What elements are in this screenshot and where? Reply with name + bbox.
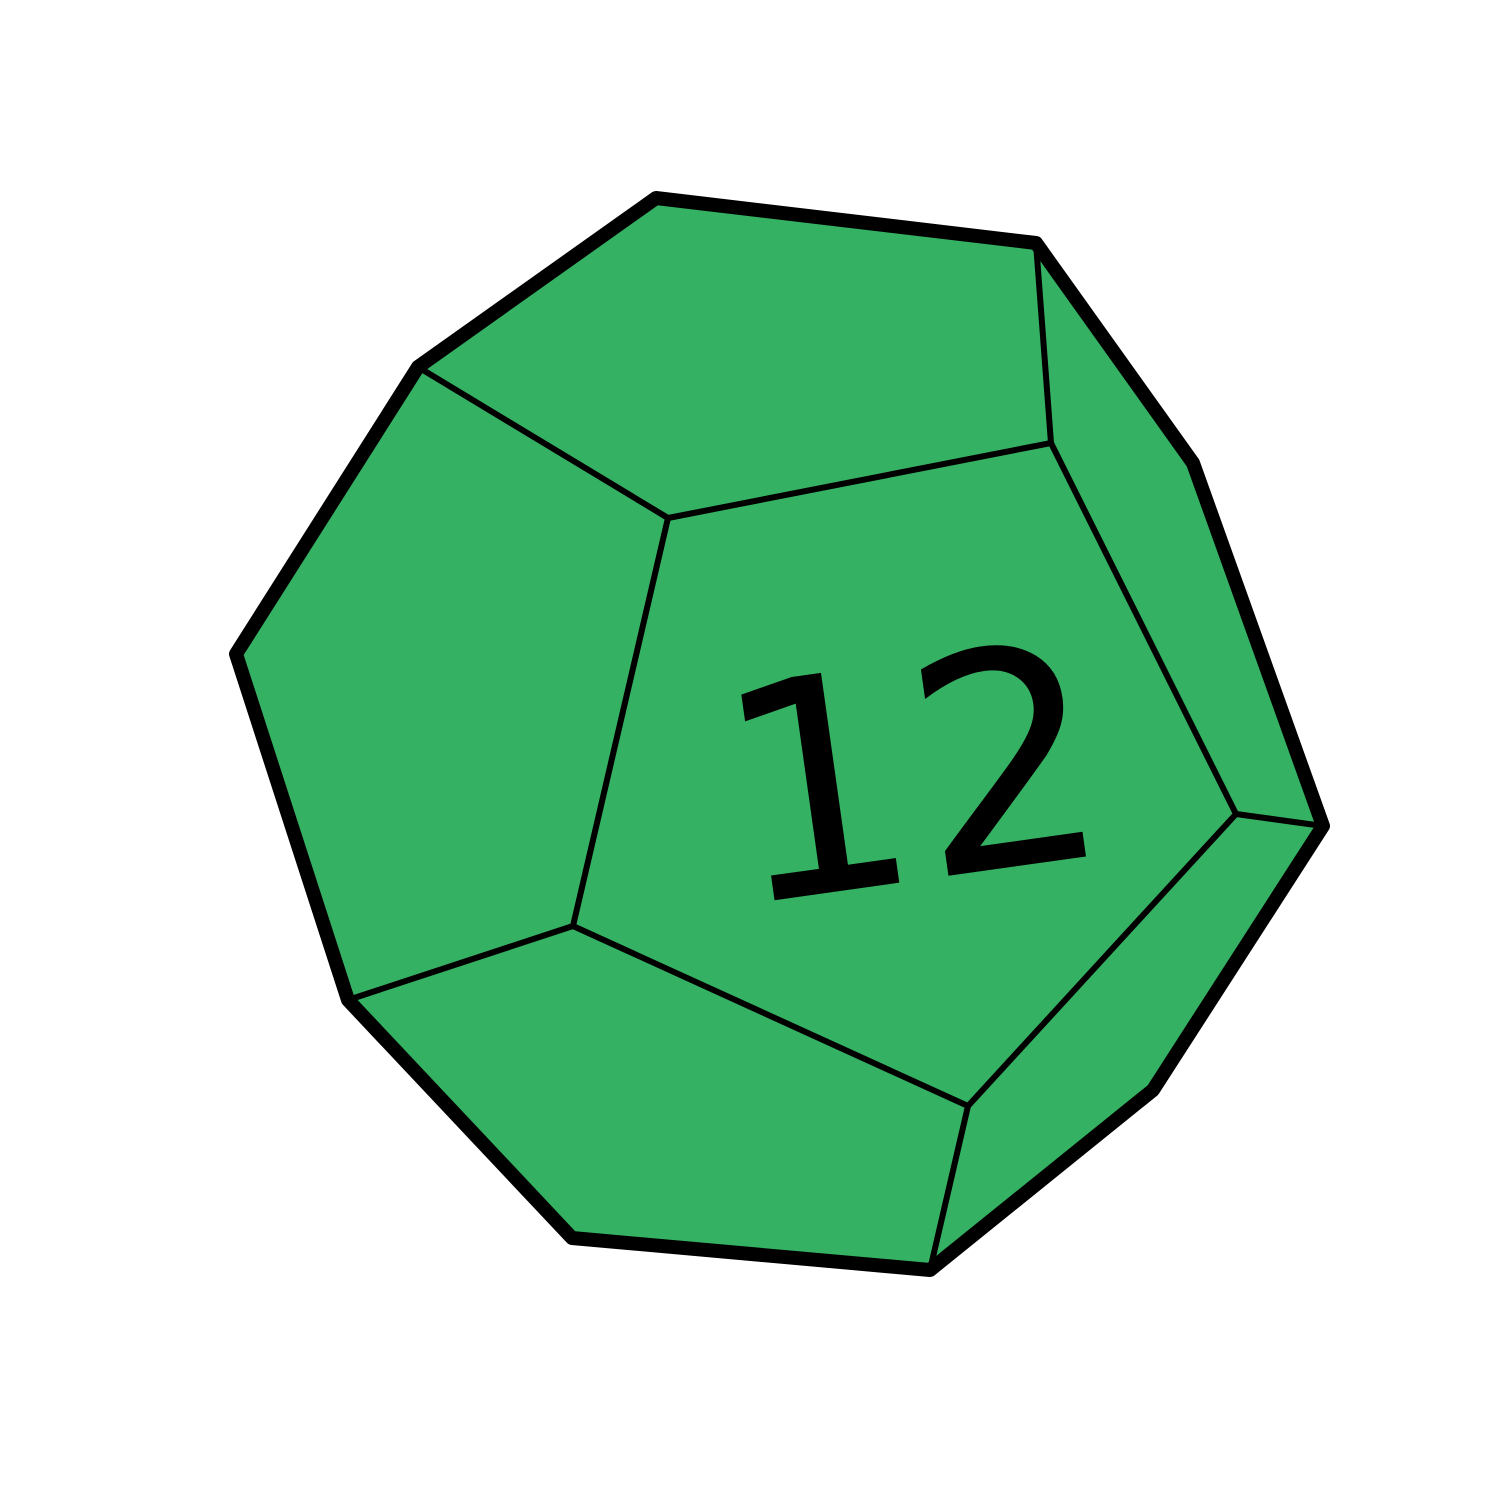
edge-top-right xyxy=(1033,240,1054,446)
edge-top-left xyxy=(415,364,671,521)
edge-bottom xyxy=(927,1103,971,1273)
face-number: 12 xyxy=(699,577,1126,976)
face-edges xyxy=(345,240,1326,1273)
central-face xyxy=(569,439,1240,1110)
edge-left xyxy=(345,923,576,1003)
edge-right xyxy=(1233,811,1326,829)
